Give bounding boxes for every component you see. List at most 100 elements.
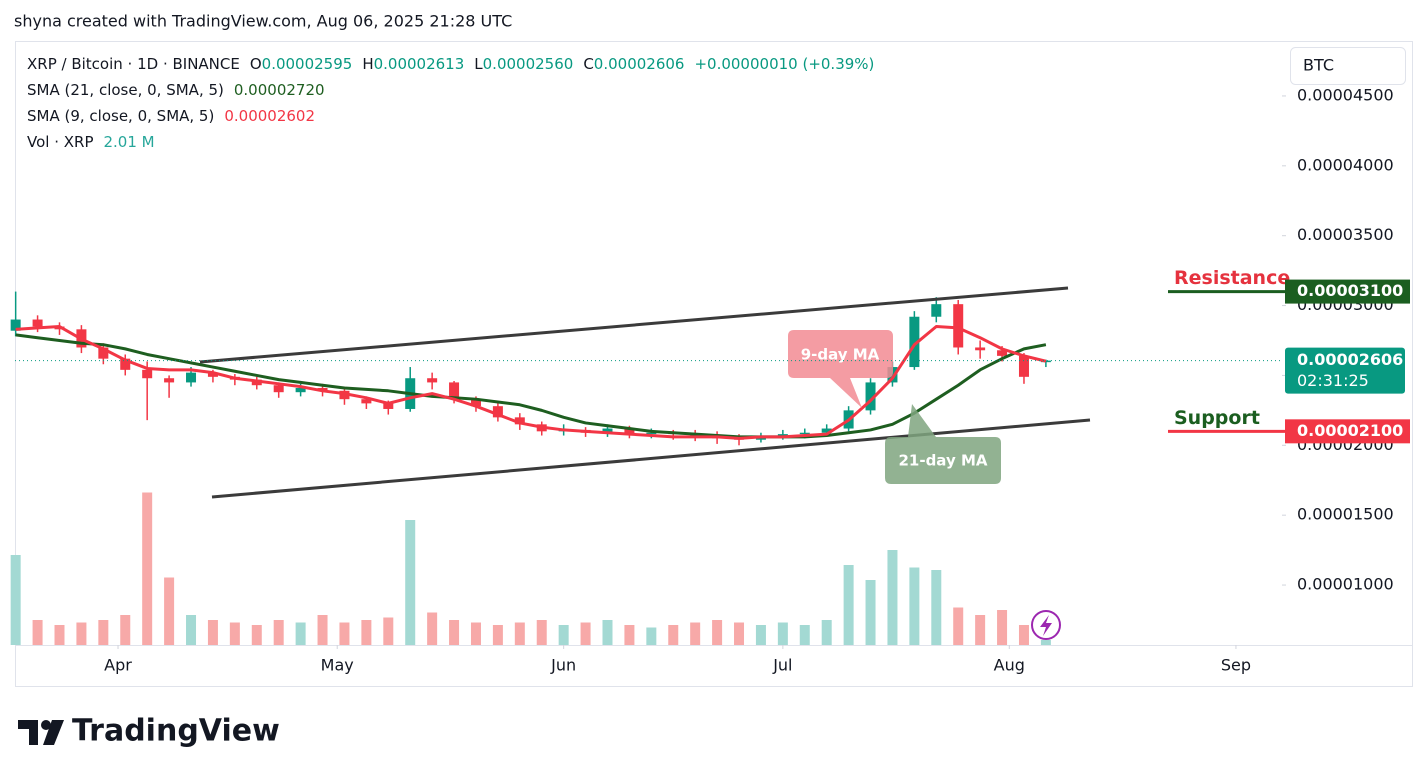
volume-bar <box>953 607 964 645</box>
candle-body <box>931 304 942 317</box>
volume-bar <box>142 492 153 645</box>
candle-body <box>273 385 284 393</box>
candle-body <box>909 316 920 368</box>
candle-body <box>295 388 306 393</box>
candle-body <box>646 432 657 435</box>
last-price-badge <box>1285 347 1405 394</box>
annotation-text: 9-day MA <box>801 346 880 364</box>
plot <box>10 291 1051 645</box>
volume-bar <box>690 622 701 645</box>
legend-ohlc-value: 0.00002595 <box>262 55 353 73</box>
volume-bar <box>624 625 635 645</box>
x-tick-label: Aug <box>994 656 1025 675</box>
annotation-bubble <box>788 330 893 408</box>
volume-bar <box>492 625 503 645</box>
volume-bar <box>799 625 810 645</box>
level-label: 0.00002100 <box>1297 421 1403 440</box>
x-tick-label: Apr <box>104 656 132 675</box>
candle-body <box>975 347 986 351</box>
volume-bar <box>98 620 109 645</box>
volume-bar <box>1018 625 1029 645</box>
volume-bar <box>1040 639 1051 645</box>
level-badge <box>1285 279 1410 304</box>
chart-frame <box>15 41 1413 687</box>
currency-label: BTC <box>1303 56 1334 75</box>
candle-body <box>383 403 394 409</box>
y-tick-label: 0.00004500 <box>1297 85 1394 104</box>
volume-bar <box>558 625 569 645</box>
volume-bar <box>383 617 394 645</box>
volume-bar <box>54 625 65 645</box>
volume-bar <box>909 567 920 645</box>
legend-ohlc-key: L <box>474 55 483 73</box>
volume-bar <box>712 620 723 645</box>
candle-body <box>186 372 197 383</box>
legend-ohlc-key: C <box>583 55 593 73</box>
candle-body <box>449 382 460 400</box>
candle-body <box>142 369 153 379</box>
candle-body <box>602 428 613 433</box>
legend-ohlc-key: O <box>250 55 262 73</box>
volume-bar <box>668 625 679 645</box>
x-tick-label: May <box>321 656 354 675</box>
legend-ohlc-value: 0.00002560 <box>483 55 574 73</box>
legend-title: XRP / Bitcoin · 1D · BINANCE <box>27 55 240 73</box>
legend-row: SMA (21, close, 0, SMA, 5) 0.00002720 <box>27 81 325 99</box>
ma-line <box>15 333 1047 439</box>
legend-ohlc-key: H <box>362 55 373 73</box>
volume-bar <box>361 620 372 645</box>
trend-line-lower <box>211 418 1091 499</box>
last-price-label: 0.00002606 <box>1297 350 1403 369</box>
legend-series-value: 0.00002602 <box>224 107 315 125</box>
candle-body <box>164 378 175 383</box>
countdown-label: 02:31:25 <box>1297 371 1369 390</box>
ma-line <box>15 325 1047 440</box>
volume-bar <box>405 520 416 645</box>
volume-bar <box>449 620 460 645</box>
candle-body <box>799 432 810 435</box>
legend-row: Vol · XRP 2.01 M <box>27 133 155 151</box>
x-tick-label: Jul <box>772 656 792 675</box>
legend-row: XRP / Bitcoin · 1D · BINANCE O0.00002595 H… <box>27 55 874 73</box>
volume-bar <box>843 565 854 645</box>
volume-bar <box>646 627 657 645</box>
volume-bar <box>186 615 197 645</box>
level-label: 0.00003100 <box>1297 281 1403 300</box>
legend-volume-value: 2.01 M <box>104 133 155 151</box>
volume-bar <box>120 615 131 645</box>
legend-volume-name: Vol · XRP <box>27 133 94 151</box>
x-tick-label: Jun <box>550 656 576 675</box>
volume-bar <box>470 622 481 645</box>
volume-bar <box>76 622 87 645</box>
annotation-bubble <box>885 404 1001 484</box>
y-tick-label: 0.00003500 <box>1297 225 1394 244</box>
brand-logo <box>18 720 64 745</box>
candle-body <box>865 382 876 411</box>
candle-body <box>32 319 43 327</box>
volume-bar <box>777 622 788 645</box>
y-tick-label: 0.00001500 <box>1297 505 1394 524</box>
volume-bar <box>536 620 547 645</box>
volume-bar <box>580 622 591 645</box>
level-badge <box>1285 419 1410 444</box>
candle-body <box>821 428 832 433</box>
candle-body <box>98 347 109 359</box>
candle-body <box>10 319 21 331</box>
alert-icon-bolt <box>1040 615 1052 636</box>
candle-body <box>514 417 525 425</box>
legend-series-value: 0.00002720 <box>234 81 325 99</box>
volume-bar <box>295 622 306 645</box>
legend-change: +0.00000010 (+0.39%) <box>694 55 874 73</box>
volume-bar <box>755 625 766 645</box>
volume-bar <box>931 570 942 645</box>
candle-body <box>470 399 481 407</box>
volume-bar <box>251 625 262 645</box>
volume-bar <box>997 610 1008 645</box>
volume-bar <box>734 622 745 645</box>
legend-row: SMA (9, close, 0, SMA, 5) 0.00002602 <box>27 107 315 125</box>
legend-series-name: SMA (21, close, 0, SMA, 5) <box>27 81 224 99</box>
currency-button[interactable] <box>1290 47 1406 85</box>
x-tick-label: Sep <box>1221 656 1251 675</box>
volume-bar <box>821 620 832 645</box>
